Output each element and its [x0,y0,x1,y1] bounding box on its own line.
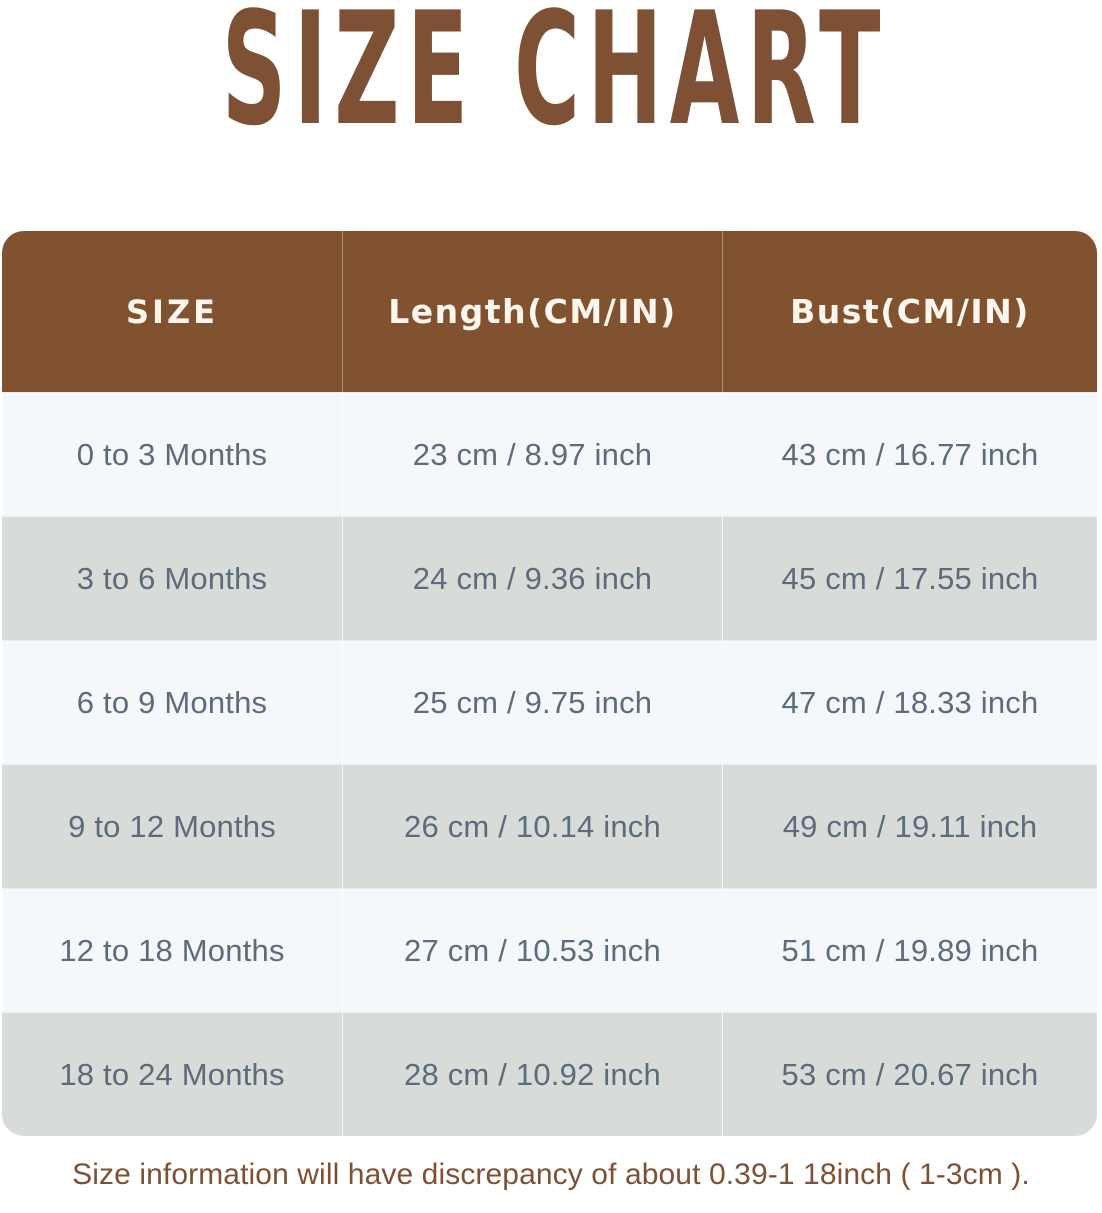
table-cell-bust: 45 cm / 17.55 inch [722,517,1097,640]
bust-value: 45 cm / 17.55 inch [781,560,1039,596]
length-value: 24 cm / 9.36 inch [412,560,653,596]
column-header-bust: Bust(CM/IN) [722,231,1097,392]
size-value: 0 to 3 Months [76,436,268,472]
footer-disclaimer: Size information will have discrepancy o… [72,1158,1030,1191]
table-row: 6 to 9 Months 25 cm / 9.75 inch 47 cm / … [2,640,1097,764]
table-header-row: SIZE Length(CM/IN) Bust(CM/IN) [2,231,1097,392]
page-title: SIZE CHART [221,0,888,161]
table-cell-bust: 49 cm / 19.11 inch [722,765,1097,888]
column-header-length-label: Length(CM/IN) [388,292,677,331]
column-header-size-label: SIZE [125,292,218,331]
table-row: 0 to 3 Months 23 cm / 8.97 inch 43 cm / … [2,392,1097,516]
bust-value: 49 cm / 19.11 inch [782,808,1038,844]
table-cell-size: 18 to 24 Months [2,1013,342,1136]
table-cell-size: 3 to 6 Months [2,517,342,640]
bust-value: 51 cm / 19.89 inch [781,932,1039,968]
bust-value: 47 cm / 18.33 inch [781,684,1039,720]
table-cell-size: 12 to 18 Months [2,889,342,1012]
column-header-size: SIZE [2,231,342,392]
bust-value: 43 cm / 16.77 inch [781,436,1039,472]
table-cell-bust: 43 cm / 16.77 inch [722,393,1097,516]
page-title-container: SIZE CHART [0,0,1102,148]
size-chart-table: SIZE Length(CM/IN) Bust(CM/IN) 0 to 3 Mo… [2,231,1097,1136]
length-value: 28 cm / 10.92 inch [404,1056,661,1092]
table-cell-size: 6 to 9 Months [2,641,342,764]
table-cell-length: 26 cm / 10.14 inch [342,765,722,888]
size-value: 18 to 24 Months [59,1056,285,1092]
table-cell-size: 0 to 3 Months [2,393,342,516]
table-cell-bust: 53 cm / 20.67 inch [722,1013,1097,1136]
length-value: 25 cm / 9.75 inch [412,684,653,720]
table-cell-length: 24 cm / 9.36 inch [342,517,722,640]
table-row: 12 to 18 Months 27 cm / 10.53 inch 51 cm… [2,888,1097,1012]
column-header-bust-label: Bust(CM/IN) [790,292,1030,331]
length-value: 23 cm / 8.97 inch [412,436,653,472]
length-value: 26 cm / 10.14 inch [404,808,661,844]
table-cell-length: 27 cm / 10.53 inch [342,889,722,1012]
table-row: 9 to 12 Months 26 cm / 10.14 inch 49 cm … [2,764,1097,888]
table-cell-bust: 47 cm / 18.33 inch [722,641,1097,764]
column-header-length: Length(CM/IN) [342,231,722,392]
table-cell-bust: 51 cm / 19.89 inch [722,889,1097,1012]
size-value: 3 to 6 Months [76,560,268,596]
table-row: 3 to 6 Months 24 cm / 9.36 inch 45 cm / … [2,516,1097,640]
table-row: 18 to 24 Months 28 cm / 10.92 inch 53 cm… [2,1012,1097,1136]
table-cell-length: 25 cm / 9.75 inch [342,641,722,764]
table-cell-length: 28 cm / 10.92 inch [342,1013,722,1136]
size-value: 9 to 12 Months [68,808,276,844]
length-value: 27 cm / 10.53 inch [404,932,661,968]
table-cell-size: 9 to 12 Months [2,765,342,888]
size-value: 6 to 9 Months [76,684,268,720]
size-value: 12 to 18 Months [59,932,285,968]
table-cell-length: 23 cm / 8.97 inch [342,393,722,516]
bust-value: 53 cm / 20.67 inch [781,1056,1039,1092]
